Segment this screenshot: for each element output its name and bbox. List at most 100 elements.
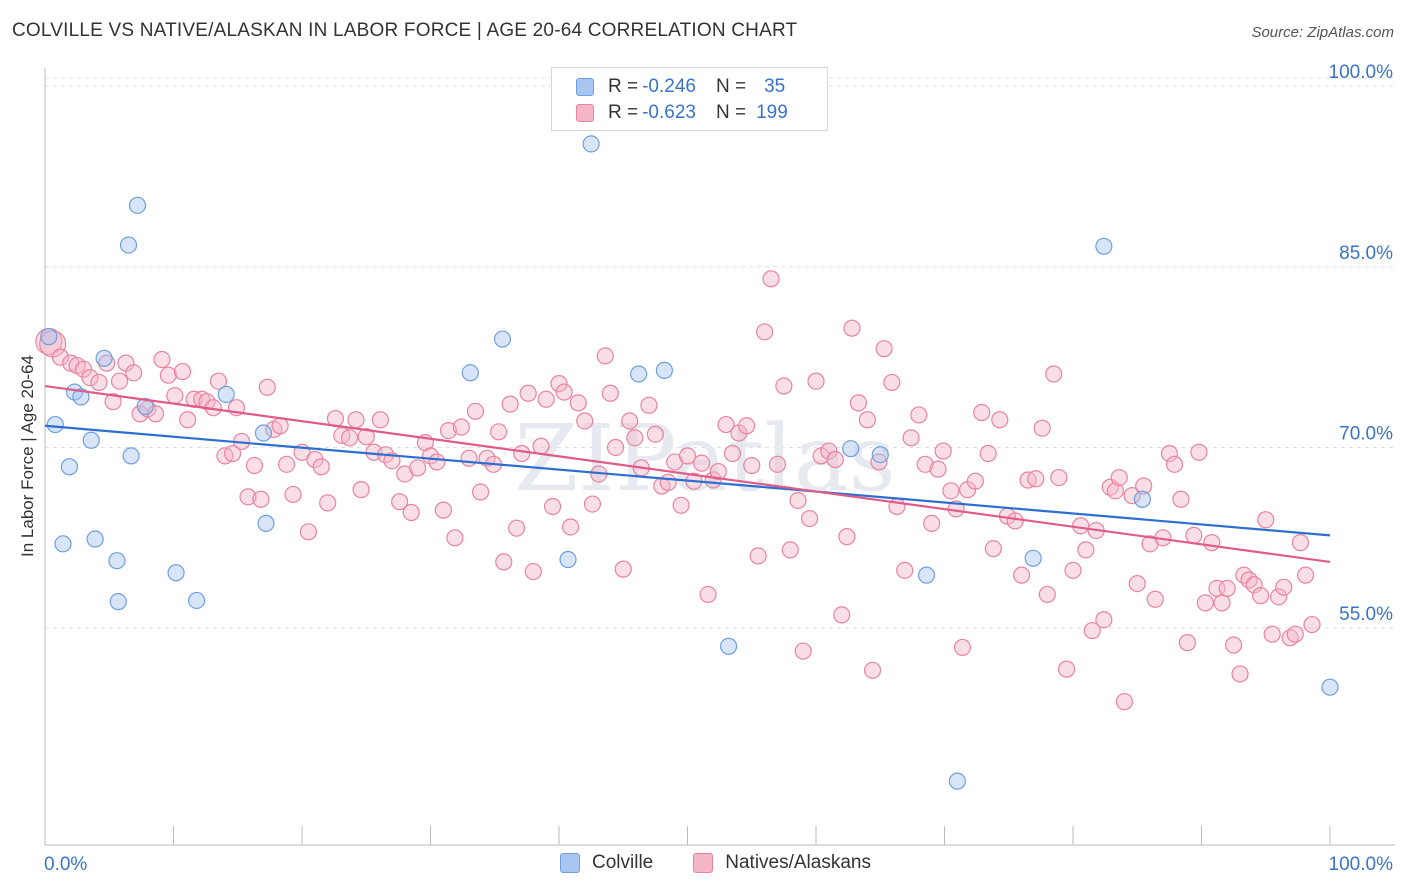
data-point: [519, 384, 537, 402]
data-point: [640, 396, 658, 414]
data-point: [271, 417, 289, 435]
data-point: [72, 388, 90, 406]
data-point: [217, 385, 235, 404]
data-point: [167, 564, 185, 582]
data-point: [917, 566, 936, 584]
data-point: [749, 547, 767, 565]
data-point: [842, 440, 860, 458]
data-point: [40, 328, 58, 346]
trend-line: [44, 384, 1331, 563]
data-point: [81, 368, 99, 387]
data-point: [239, 488, 257, 506]
data-point: [402, 503, 420, 522]
data-point: [125, 364, 143, 382]
data-point: [583, 495, 602, 513]
data-point: [1303, 615, 1321, 634]
data-point: [252, 490, 270, 508]
data-point: [128, 196, 147, 214]
n-value: 199: [756, 102, 788, 123]
data-point: [104, 393, 122, 411]
data-point: [513, 444, 531, 463]
legend-item-natives: Natives/Alaskans: [693, 852, 871, 874]
data-point: [136, 397, 154, 416]
data-point: [723, 444, 742, 463]
data-point: [461, 364, 479, 382]
data-point: [371, 411, 389, 429]
data-point: [1286, 625, 1304, 643]
data-point: [1083, 621, 1101, 640]
data-point: [312, 458, 330, 476]
trend-lines: [44, 384, 1331, 563]
data-point: [1038, 585, 1056, 604]
y-tick-label: 70.0%: [1339, 423, 1393, 444]
data-point: [596, 347, 614, 365]
data-point: [460, 449, 478, 467]
data-point: [439, 422, 458, 440]
data-point: [95, 349, 113, 367]
data-point: [743, 456, 761, 475]
data-point: [717, 415, 735, 434]
data-point: [1012, 566, 1031, 584]
legend-item-colville: Colville: [560, 852, 653, 874]
data-point: [60, 458, 79, 476]
n-label: N =: [715, 76, 747, 97]
data-point: [576, 412, 594, 430]
data-point: [1045, 365, 1063, 383]
data-point: [153, 350, 171, 369]
data-point: [452, 418, 470, 436]
data-point: [1033, 419, 1051, 437]
data-point: [1213, 594, 1231, 612]
data-point: [934, 442, 952, 460]
y-axis-label: In Labor Force | Age 20-64: [18, 355, 37, 557]
data-point: [1263, 625, 1281, 643]
data-point: [122, 447, 140, 465]
trend-line: [44, 424, 1331, 537]
data-point: [794, 642, 812, 660]
data-point: [1128, 574, 1146, 593]
data-point: [1296, 566, 1315, 584]
data-point: [672, 496, 690, 514]
data-point: [306, 450, 324, 469]
data-point: [391, 493, 409, 511]
data-point: [472, 483, 490, 501]
data-point: [781, 541, 799, 559]
data-point: [902, 429, 920, 447]
data-point: [299, 523, 318, 541]
data-point: [973, 403, 991, 422]
colville-swatch: [560, 853, 580, 873]
data-point: [1006, 512, 1024, 530]
r-label: R =: [608, 76, 639, 97]
legend-label: Natives/Alaskans: [725, 852, 871, 873]
data-point: [108, 552, 126, 570]
r-value: -0.623: [642, 102, 696, 123]
data-point: [245, 456, 264, 475]
data-point: [833, 606, 851, 624]
data-point: [693, 454, 711, 472]
data-point: [507, 519, 526, 537]
stats-legend: R = -0.246 N = 35 R = -0.623 N = 199: [551, 67, 828, 131]
data-point: [1072, 517, 1090, 535]
data-point: [550, 375, 568, 393]
data-point: [826, 450, 844, 469]
data-point: [51, 348, 70, 366]
data-point: [561, 518, 580, 536]
data-point: [709, 462, 727, 481]
data-point: [501, 395, 519, 413]
data-point: [606, 438, 625, 457]
data-point: [1106, 482, 1125, 500]
data-point: [188, 591, 206, 610]
r-value: -0.246: [642, 76, 696, 97]
data-point: [768, 455, 787, 473]
data-point: [46, 415, 64, 434]
data-point: [626, 429, 644, 447]
data-point: [762, 270, 780, 288]
legend-label: Colville: [592, 852, 654, 873]
data-point: [109, 593, 127, 611]
data-point: [1172, 490, 1190, 508]
data-point: [1115, 693, 1134, 711]
data-point: [582, 135, 600, 153]
data-point: [1196, 594, 1214, 612]
data-point: [863, 661, 882, 679]
data-point: [258, 378, 276, 396]
